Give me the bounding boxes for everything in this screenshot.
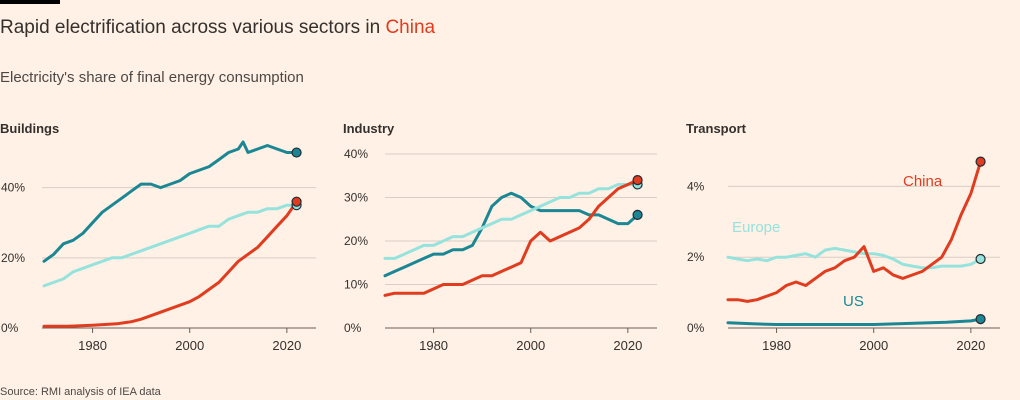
series-line-europe [42, 203, 299, 288]
series-endpoint-us [975, 314, 986, 325]
panel-title: Industry [343, 121, 395, 136]
brand-bar [0, 0, 60, 4]
x-tick-label: 2020 [956, 338, 985, 353]
y-tick-label: 20% [344, 234, 368, 248]
title-main: Rapid electrification across various sec… [0, 17, 386, 38]
y-tick-label: 40% [344, 147, 368, 161]
chart-panel-transport: Transport 0% 2% 4% 1980 2000 2020 China Europe US [686, 121, 1000, 353]
series-line-us [42, 140, 299, 263]
source-note: Source: RMI analysis of IEA data [0, 386, 161, 398]
series-label-china: China [903, 173, 943, 190]
chart-title: Rapid electrification across various sec… [0, 17, 435, 39]
series-line-china [42, 200, 299, 328]
series-line-us [726, 317, 983, 326]
x-tick-label: 2020 [613, 338, 642, 353]
series-endpoint-china [291, 196, 302, 207]
x-tick-label: 2000 [175, 338, 204, 353]
x-tick-label: 1980 [78, 338, 107, 353]
series-endpoint-europe [975, 253, 986, 265]
series-endpoint-us [632, 209, 643, 220]
y-tick-label: 10% [344, 278, 368, 292]
y-tick-label: 2% [687, 250, 705, 264]
series-label-us: US [843, 293, 864, 310]
y-tick-label: 4% [687, 179, 705, 193]
x-tick-label: 1980 [419, 338, 448, 353]
y-tick-label: 20% [1, 251, 25, 265]
series-label-europe: Europe [732, 219, 780, 236]
chart-panel-industry: Industry 0% 10% 20% 30% 40% 1980 2000 2020 [343, 121, 657, 353]
series-line-china [726, 160, 983, 303]
y-tick-label: 0% [687, 321, 705, 335]
series-line-europe [726, 246, 983, 270]
y-tick-label: 40% [1, 181, 25, 195]
x-tick-label: 2000 [516, 338, 545, 353]
series-line-europe [383, 183, 640, 260]
series-endpoint-china [632, 175, 643, 186]
chart-subtitle: Electricity's share of final energy cons… [0, 69, 304, 86]
chart-panel-buildings: Buildings 0% 20% 40% 1980 2000 2020 [0, 121, 316, 353]
series-line-us [383, 191, 640, 278]
series-endpoint-china [975, 156, 986, 167]
y-tick-label: 0% [344, 321, 362, 335]
series-line-china [383, 178, 640, 297]
panel-title: Transport [686, 121, 747, 136]
series-endpoint-us [291, 147, 302, 158]
y-tick-label: 0% [1, 321, 19, 335]
x-tick-label: 1980 [762, 338, 791, 353]
y-tick-label: 30% [344, 191, 368, 205]
x-tick-label: 2000 [859, 338, 888, 353]
x-tick-label: 2020 [272, 338, 301, 353]
title-highlight: China [385, 17, 436, 38]
panel-title: Buildings [0, 121, 59, 136]
